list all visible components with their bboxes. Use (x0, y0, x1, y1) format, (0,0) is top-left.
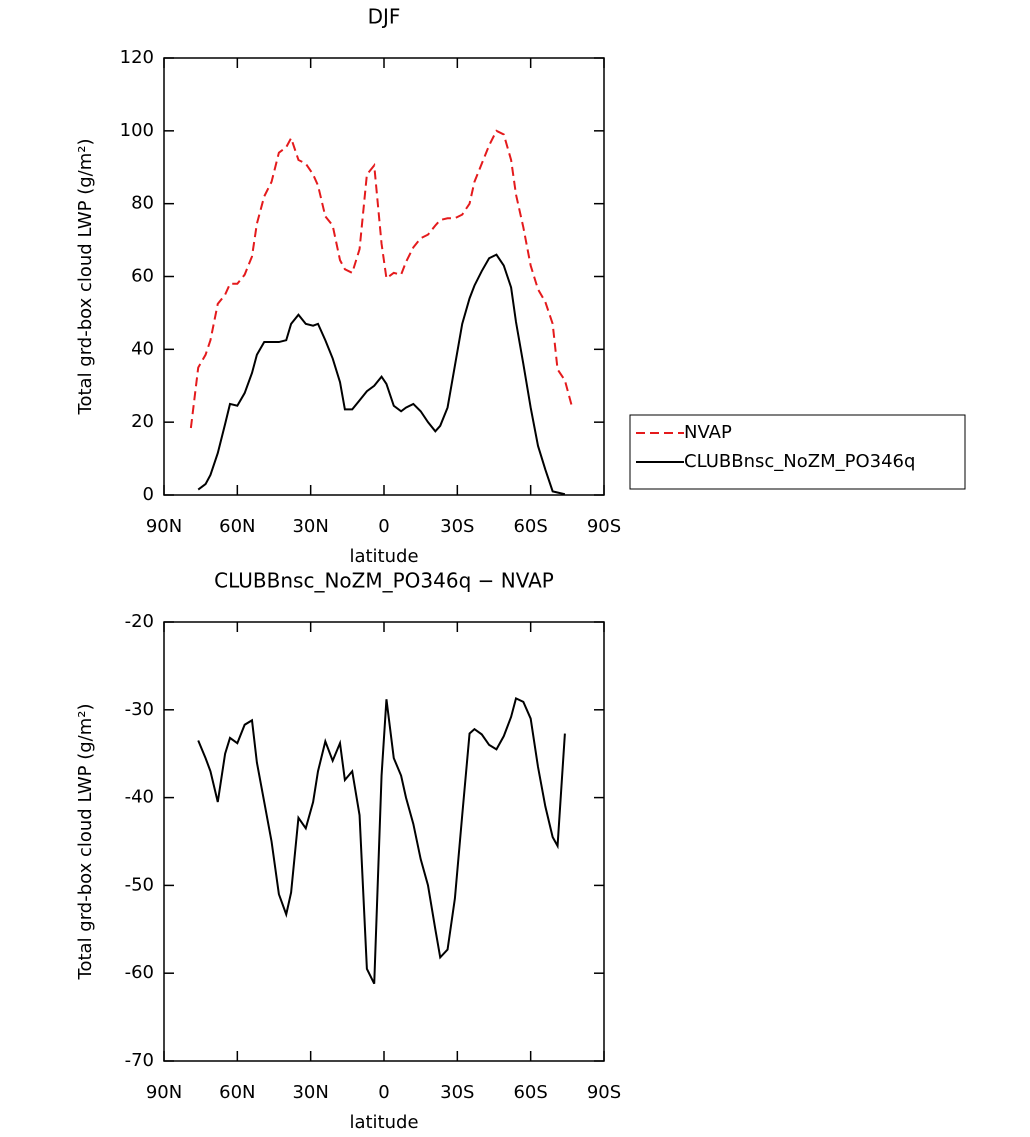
y-tick-label: -60 (125, 962, 154, 983)
x-axis-label: latitude (349, 1112, 418, 1133)
legend: NVAP CLUBBnsc_NoZM_PO346q (629, 414, 966, 490)
plot-frame (163, 57, 605, 496)
x-tick-label: 90S (587, 1082, 621, 1103)
y-tick-label: 40 (131, 338, 154, 359)
x-tick-label: 30N (292, 1082, 328, 1103)
x-tick-label: 60S (513, 1082, 547, 1103)
legend-label: CLUBBnsc_NoZM_PO346q (684, 451, 915, 472)
x-tick-label: 30S (440, 1082, 474, 1103)
plot-frame (163, 621, 605, 1062)
chart-title: DJF (368, 5, 401, 29)
y-axis-label: Total grd-box cloud LWP (g/m²) (75, 139, 96, 416)
x-tick-label: 90N (146, 516, 182, 537)
y-tick-label: 120 (120, 47, 154, 68)
chart-title: CLUBBnsc_NoZM_PO346q − NVAP (214, 569, 554, 593)
x-tick-label: 90N (146, 1082, 182, 1103)
y-tick-label: -40 (125, 787, 154, 808)
legend-box (629, 414, 966, 490)
panel: CLUBBnsc_NoZM_PO346q − NVAP 90N 60N 30N 0 30S… (75, 569, 621, 1134)
y-tick-label: -70 (125, 1050, 154, 1071)
x-tick-label: 60N (219, 516, 255, 537)
y-tick-label: -50 (125, 874, 154, 895)
y-tick-label: 0 (143, 484, 154, 505)
x-tick-label: 0 (378, 1082, 389, 1103)
y-tick-label: 20 (131, 411, 154, 432)
x-axis-label: latitude (349, 546, 418, 567)
x-tick-label: 30S (440, 516, 474, 537)
panel: DJF 90N 60N 30N 0 30S 60S 90S 0 20 40 60 80 100 120 lat… (75, 5, 966, 567)
y-tick-label: -30 (125, 699, 154, 720)
y-tick-label: 80 (131, 193, 154, 214)
data-line (197, 696, 566, 985)
data-line (197, 253, 566, 496)
x-tick-label: 0 (378, 516, 389, 537)
x-tick-label: 60S (513, 516, 547, 537)
legend-label: NVAP (684, 422, 732, 443)
y-tick-label: -20 (125, 611, 154, 632)
y-axis-label: Total grd-box cloud LWP (g/m²) (75, 704, 96, 981)
y-tick-label: 60 (131, 266, 154, 287)
x-tick-label: 60N (219, 1082, 255, 1103)
data-line (189, 129, 574, 429)
y-tick-label: 100 (120, 120, 154, 141)
x-tick-label: 30N (292, 516, 328, 537)
x-tick-label: 90S (587, 516, 621, 537)
